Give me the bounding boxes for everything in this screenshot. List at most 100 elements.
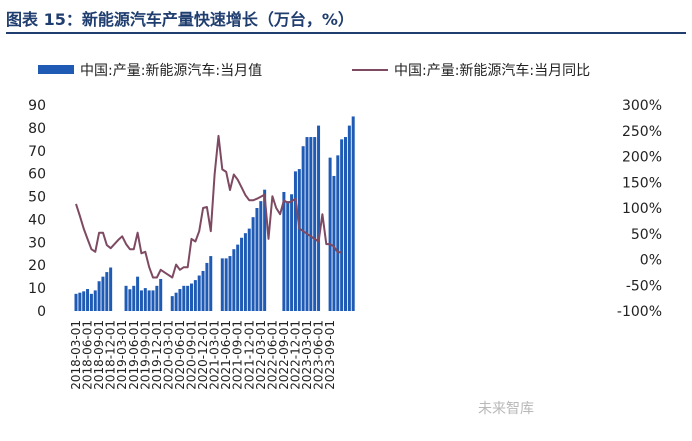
bar (228, 256, 232, 311)
bar (101, 276, 105, 311)
bar (220, 258, 224, 311)
bar (332, 175, 336, 311)
bar (205, 262, 209, 311)
bar (89, 293, 93, 311)
bar (82, 291, 86, 311)
right-axis: -100% -50% 0% 50% 100% 150% 200% 250% 300% (617, 98, 662, 320)
left-tick-label: 10 (28, 281, 46, 297)
right-tick-label: 250% (622, 124, 662, 140)
bar (347, 125, 351, 311)
bar (340, 139, 344, 311)
x-tick-label: 2023-09-01 (323, 320, 337, 390)
bar (297, 169, 301, 311)
bar (263, 189, 267, 311)
line-path (75, 134, 342, 279)
chart-title: 图表 15：新能源汽车产量快速增长（万台，%） (6, 10, 354, 29)
left-tick-label: 60 (28, 167, 46, 183)
bar (344, 137, 347, 311)
left-tick-label: 20 (28, 258, 46, 274)
bar (132, 285, 136, 311)
bar (313, 137, 317, 311)
bar (97, 281, 101, 311)
bar (124, 285, 128, 311)
x-tick-label: 2018-06-01 (81, 320, 95, 390)
x-tick-label: 2021-06-01 (219, 320, 233, 390)
bar (78, 292, 82, 311)
bar (170, 296, 174, 311)
right-tick-label: -100% (617, 304, 662, 320)
bar (247, 228, 251, 311)
title-rule (6, 32, 686, 34)
x-tick-label: 2019-06-01 (127, 320, 141, 390)
bar (317, 125, 321, 311)
bar (328, 157, 332, 311)
bar (301, 146, 305, 311)
right-tick-label: -50% (626, 278, 662, 294)
bar (136, 276, 140, 311)
bar (178, 289, 182, 311)
x-tick-label: 2022-12-01 (288, 320, 302, 390)
left-tick-label: 80 (28, 121, 46, 137)
right-tick-label: 200% (622, 150, 662, 166)
bar (139, 290, 143, 311)
x-tick-label: 2018-12-01 (104, 320, 118, 390)
right-tick-label: 50% (631, 227, 662, 243)
x-tick-label: 2020-03-01 (161, 320, 175, 390)
legend-line-label: 中国:产量:新能源汽车:当月同比 (394, 62, 590, 79)
bar (93, 290, 97, 311)
bar (293, 171, 297, 311)
bar (232, 249, 236, 311)
bar (143, 288, 147, 311)
right-tick-label: 300% (622, 98, 662, 114)
x-tick-label: 2020-12-01 (196, 320, 210, 390)
legend: 中国:产量:新能源汽车:当月值 中国:产量:新能源汽车:当月同比 (38, 62, 590, 79)
left-tick-label: 50 (28, 190, 46, 206)
x-tick-label: 2018-09-01 (92, 320, 106, 390)
legend-bar-label: 中国:产量:新能源汽车:当月值 (80, 62, 262, 79)
x-tick-label: 2018-03-01 (69, 320, 83, 390)
bar (128, 289, 132, 311)
bar (182, 285, 186, 311)
bar (243, 233, 247, 311)
bar (224, 258, 228, 311)
right-tick-label: 0% (640, 253, 662, 269)
bar (351, 116, 355, 311)
bar (259, 201, 263, 311)
left-tick-label: 90 (28, 98, 46, 114)
bar (159, 278, 163, 311)
bar (190, 283, 193, 311)
bar (251, 217, 255, 311)
bar (336, 155, 340, 311)
left-tick-label: 30 (28, 235, 46, 251)
bar (109, 267, 113, 311)
x-tick-label: 2020-09-01 (185, 320, 199, 390)
x-tick-label: 2019-12-01 (150, 320, 164, 390)
watermark-text: 未来智库 (478, 401, 534, 417)
x-tick-label: 2019-09-01 (138, 320, 152, 390)
right-tick-label: 150% (622, 175, 662, 191)
bar (105, 272, 109, 311)
line-series (75, 134, 342, 279)
x-tick-label: 2023-03-01 (300, 320, 314, 390)
x-tick-label: 2021-12-01 (242, 320, 256, 390)
bar (155, 285, 159, 311)
left-axis: 0 10 20 30 40 50 60 70 80 90 (28, 98, 46, 320)
x-tick-label: 2021-09-01 (231, 320, 245, 390)
bar (201, 270, 205, 311)
bar (151, 290, 155, 311)
bar (290, 194, 294, 311)
x-tick-label: 2022-09-01 (277, 320, 291, 390)
x-tick-label: 2021-03-01 (208, 320, 222, 390)
x-axis: 2018-03-012018-06-012018-09-012018-12-01… (69, 320, 337, 390)
bar (74, 293, 78, 311)
x-tick-label: 2022-03-01 (254, 320, 268, 390)
bar-series (74, 116, 355, 311)
bar (174, 292, 178, 311)
left-tick-label: 0 (37, 304, 46, 320)
bar (282, 191, 286, 311)
bar (240, 237, 244, 311)
bar (186, 285, 190, 311)
bar (255, 208, 259, 311)
x-tick-label: 2023-06-01 (312, 320, 326, 390)
